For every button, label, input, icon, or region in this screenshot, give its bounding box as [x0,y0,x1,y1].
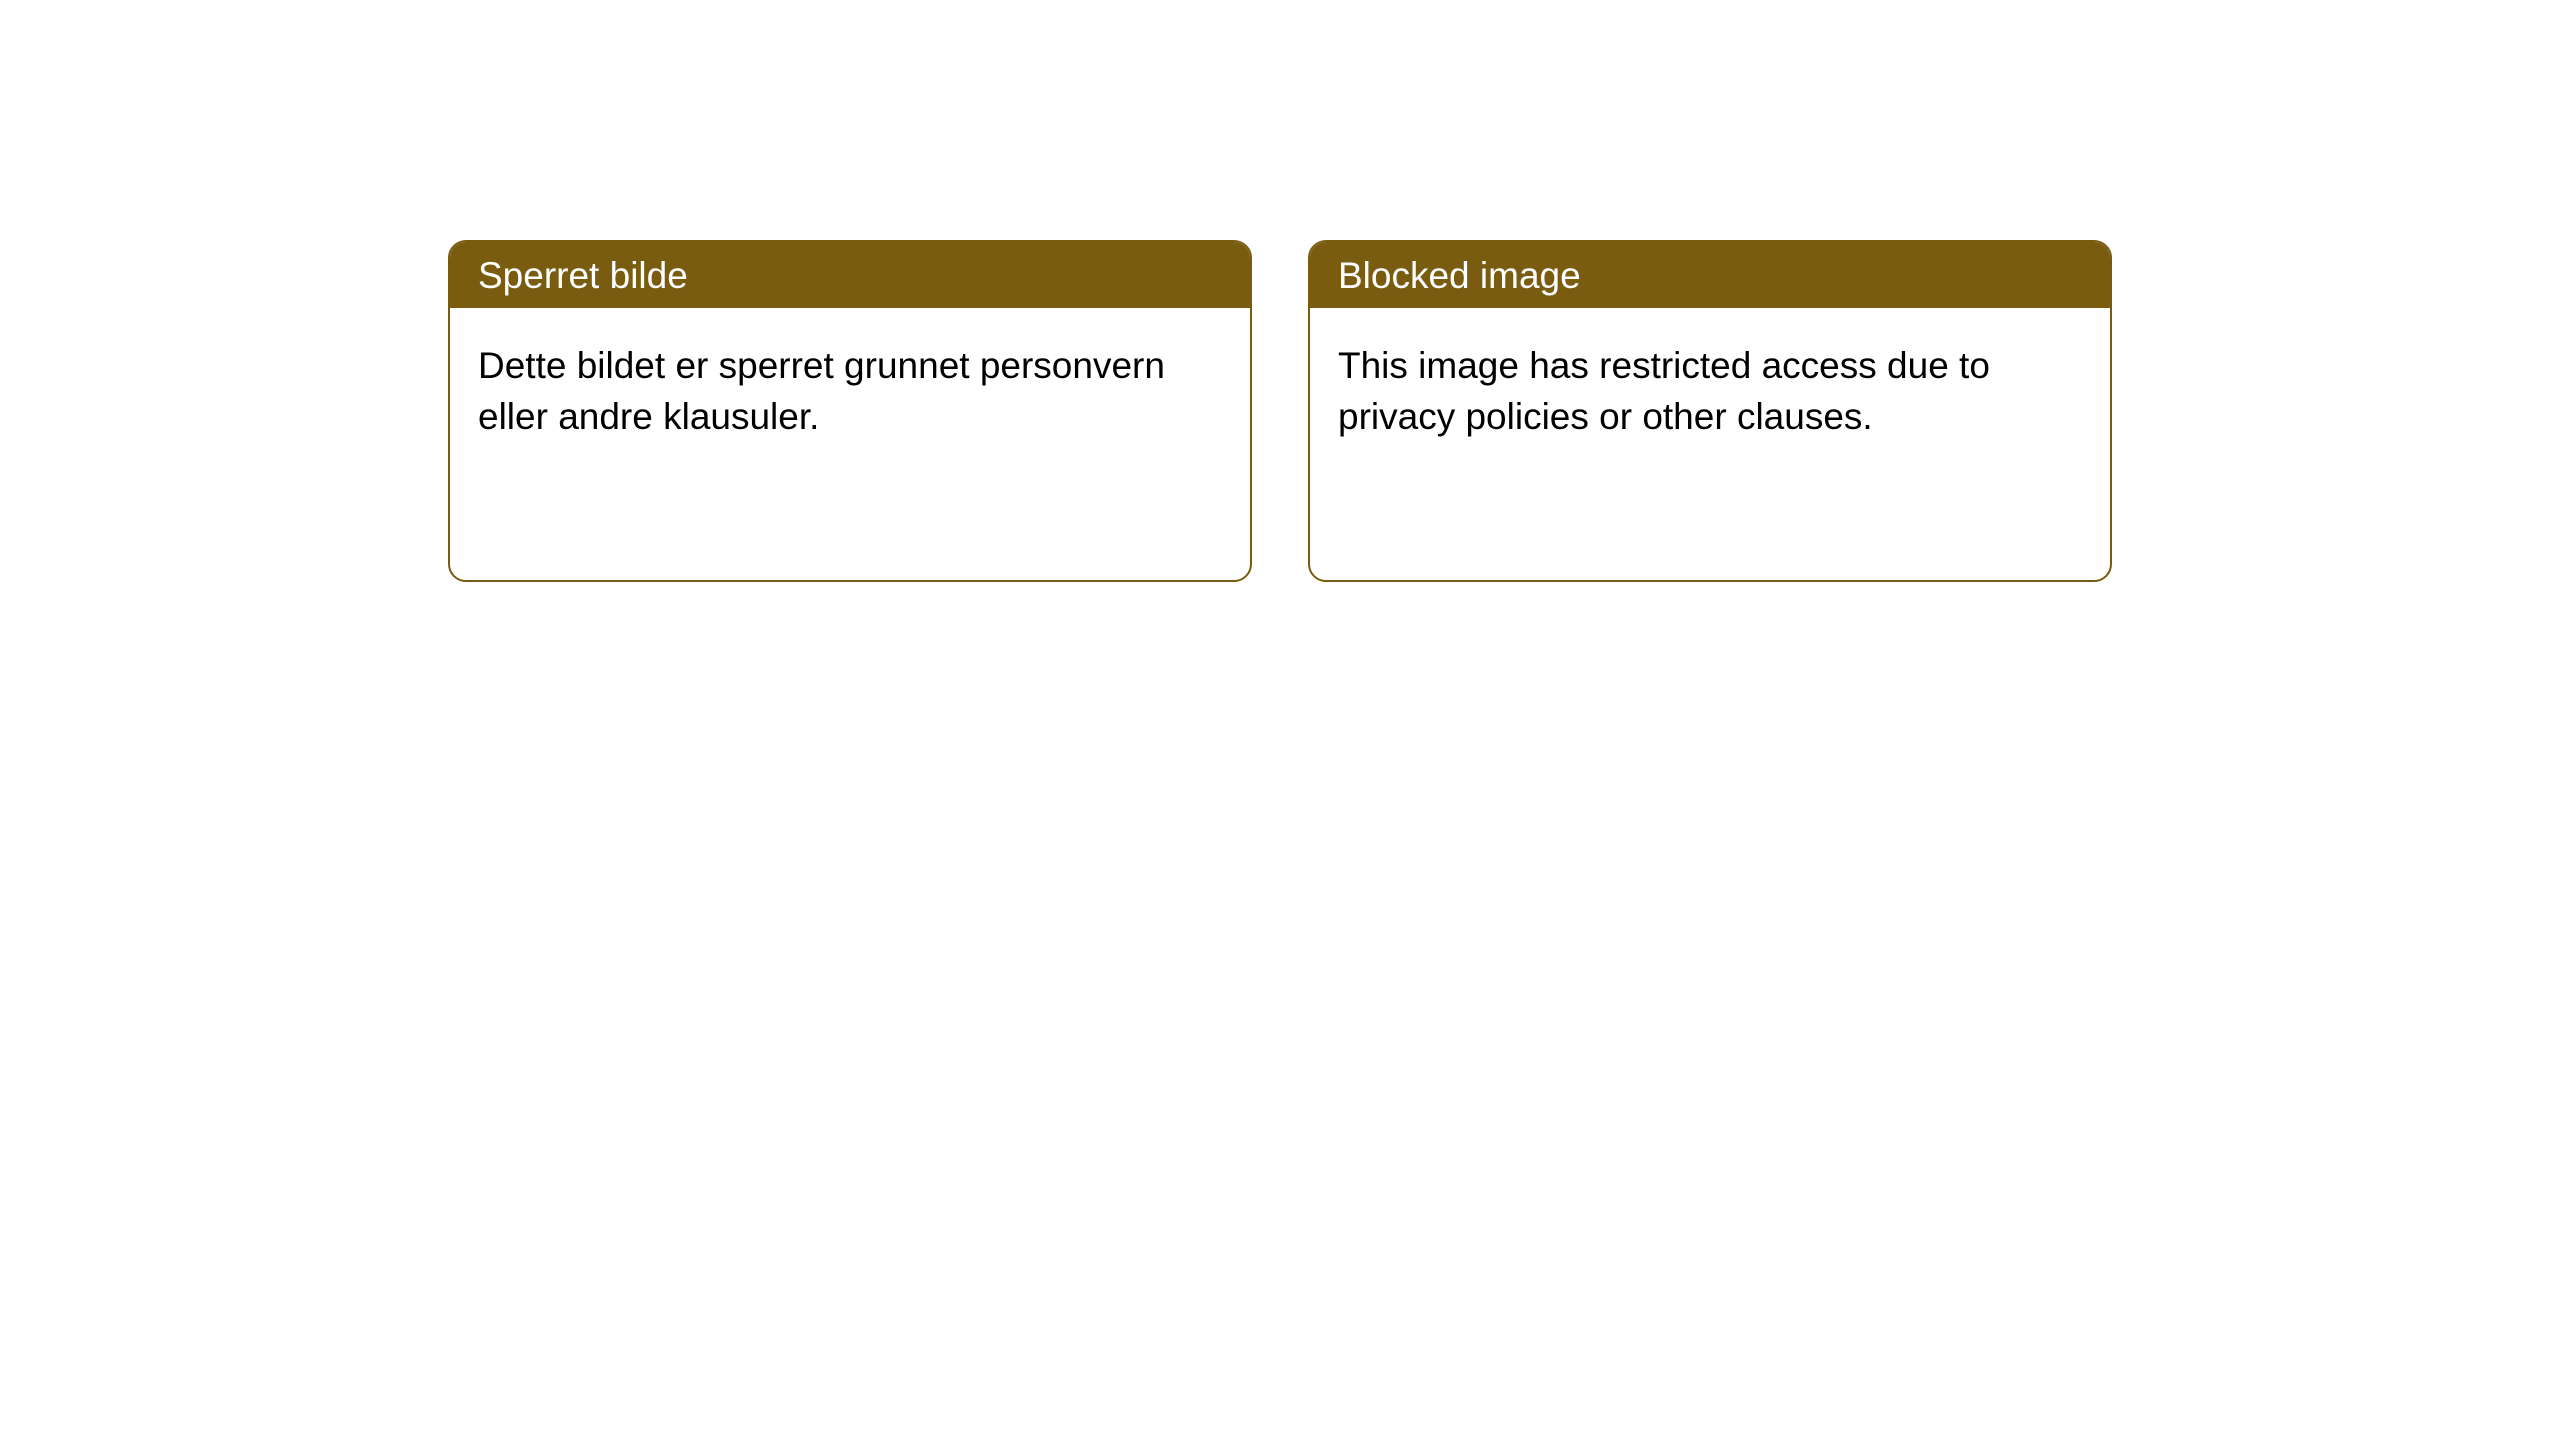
notice-body-norwegian: Dette bildet er sperret grunnet personve… [450,308,1250,580]
notice-title-norwegian: Sperret bilde [450,242,1250,308]
notice-body-english: This image has restricted access due to … [1310,308,2110,580]
notice-title-english: Blocked image [1310,242,2110,308]
notice-card-norwegian: Sperret bilde Dette bildet er sperret gr… [448,240,1252,582]
notice-container: Sperret bilde Dette bildet er sperret gr… [448,240,2112,582]
notice-card-english: Blocked image This image has restricted … [1308,240,2112,582]
